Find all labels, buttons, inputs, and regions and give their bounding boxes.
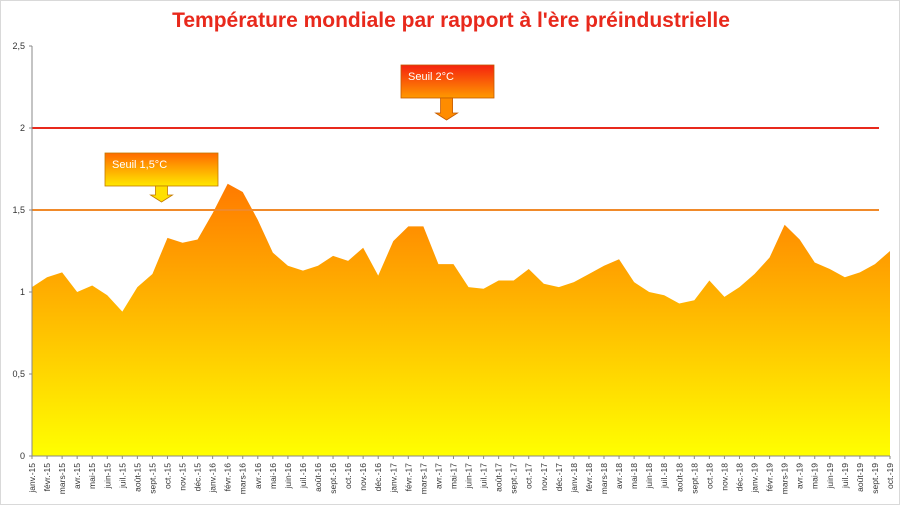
y-tick-label: 0,5 bbox=[12, 369, 25, 379]
y-tick-label: 1,5 bbox=[12, 205, 25, 215]
x-tick-label: sept.-18 bbox=[689, 463, 699, 494]
x-tick-label: nov.-17 bbox=[539, 463, 549, 491]
x-tick-label: juin-18 bbox=[644, 463, 654, 490]
callout-label: Seuil 1,5°C bbox=[112, 159, 167, 171]
x-tick-label: juin-15 bbox=[102, 463, 112, 490]
x-tick-label: sept.-16 bbox=[328, 463, 338, 494]
callout-2c: Seuil 2°C bbox=[400, 64, 495, 121]
x-tick-label: mai-19 bbox=[810, 463, 820, 489]
callout-label: Seuil 2°C bbox=[408, 71, 454, 83]
x-tick-label: févr.-17 bbox=[403, 463, 413, 492]
x-tick-label: mars-18 bbox=[599, 463, 609, 494]
x-tick-label: déc.-15 bbox=[193, 463, 203, 492]
x-tick-label: juin-16 bbox=[283, 463, 293, 490]
x-tick-label: avr.-19 bbox=[795, 463, 805, 489]
x-tick-label: mars-17 bbox=[418, 463, 428, 494]
x-tick-label: avr.-15 bbox=[72, 463, 82, 489]
x-tick-label: juil.-17 bbox=[479, 463, 489, 489]
x-tick-label: janv.-17 bbox=[388, 463, 398, 494]
y-tick-label: 2,5 bbox=[12, 41, 25, 51]
x-tick-label: janv.-15 bbox=[27, 463, 37, 494]
x-tick-label: avr.-17 bbox=[433, 463, 443, 489]
x-tick-label: mars-19 bbox=[780, 463, 790, 494]
y-tick-label: 1 bbox=[20, 287, 25, 297]
x-tick-label: août-15 bbox=[132, 463, 142, 492]
x-tick-label: nov.-18 bbox=[719, 463, 729, 491]
x-tick-label: mai-18 bbox=[629, 463, 639, 489]
x-tick-label: août-16 bbox=[313, 463, 323, 492]
callout-1-5c: Seuil 1,5°C bbox=[104, 152, 219, 203]
x-tick-label: nov.-15 bbox=[178, 463, 188, 491]
x-tick-label: août-18 bbox=[674, 463, 684, 492]
x-tick-label: mars-15 bbox=[57, 463, 67, 494]
x-tick-label: mai-15 bbox=[87, 463, 97, 489]
x-tick-label: nov.-16 bbox=[358, 463, 368, 491]
x-tick-label: juil.-18 bbox=[659, 463, 669, 489]
x-tick-label: janv.-18 bbox=[569, 463, 579, 494]
y-tick-label: 0 bbox=[20, 451, 25, 461]
x-tick-label: oct.-15 bbox=[162, 463, 172, 489]
x-tick-label: déc.-16 bbox=[373, 463, 383, 492]
x-tick-label: août-17 bbox=[494, 463, 504, 492]
x-tick-label: févr.-16 bbox=[223, 463, 233, 492]
x-tick-label: mai-17 bbox=[448, 463, 458, 489]
x-tick-label: juil.-19 bbox=[840, 463, 850, 489]
x-tick-label: déc.-18 bbox=[734, 463, 744, 492]
x-tick-label: juil.-15 bbox=[117, 463, 127, 489]
x-tick-label: sept.-19 bbox=[870, 463, 880, 494]
chart-title: Température mondiale par rapport à l'ère… bbox=[172, 9, 730, 32]
x-tick-label: sept.-15 bbox=[147, 463, 157, 494]
callout-box bbox=[400, 64, 495, 99]
x-tick-label: oct.-18 bbox=[704, 463, 714, 489]
x-tick-label: févr.-19 bbox=[765, 463, 775, 492]
x-tick-label: oct.-19 bbox=[885, 463, 895, 489]
x-tick-label: août-19 bbox=[855, 463, 865, 492]
x-tick-label: mai-16 bbox=[268, 463, 278, 489]
x-tick-label: déc.-17 bbox=[554, 463, 564, 492]
x-tick-label: oct.-16 bbox=[343, 463, 353, 489]
x-tick-label: avr.-16 bbox=[253, 463, 263, 489]
callout-box bbox=[104, 152, 219, 187]
x-tick-label: févr.-18 bbox=[584, 463, 594, 492]
x-tick-label: mars-16 bbox=[238, 463, 248, 494]
temperature-area bbox=[32, 183, 890, 456]
x-tick-label: janv.-16 bbox=[208, 463, 218, 494]
x-tick-label: janv.-19 bbox=[750, 463, 760, 494]
y-tick-label: 2 bbox=[20, 123, 25, 133]
x-tick-label: sept.-17 bbox=[509, 463, 519, 494]
callout-arrow-icon bbox=[434, 97, 459, 121]
callout-arrow-icon bbox=[149, 185, 174, 203]
x-tick-label: févr.-15 bbox=[42, 463, 52, 492]
x-tick-label: juil.-16 bbox=[298, 463, 308, 489]
x-tick-label: juin-17 bbox=[464, 463, 474, 490]
x-tick-label: juin-19 bbox=[825, 463, 835, 490]
x-tick-label: oct.-17 bbox=[524, 463, 534, 489]
x-tick-label: avr.-18 bbox=[614, 463, 624, 489]
